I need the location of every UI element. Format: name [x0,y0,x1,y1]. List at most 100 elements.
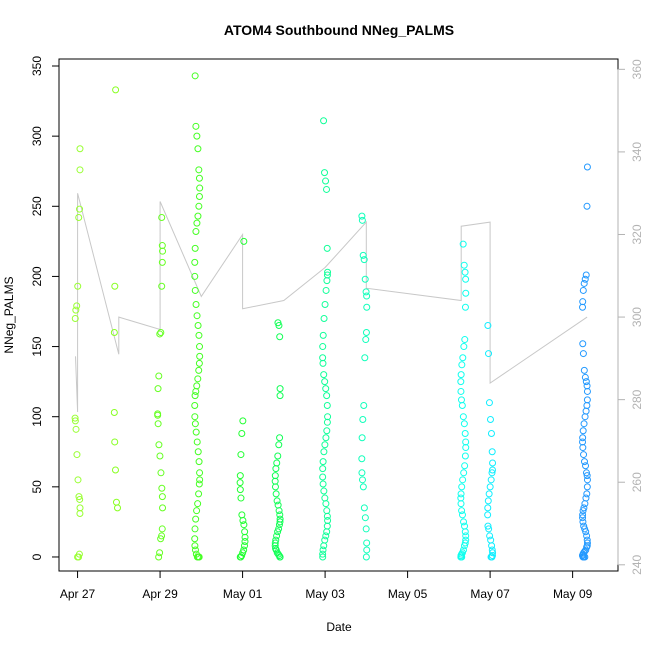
data-point [276,392,284,400]
data-point [276,333,284,341]
data-point [193,132,201,140]
data-point [72,306,80,314]
data-point [583,396,591,404]
data-point [461,528,469,536]
data-point [193,382,201,390]
data-point [111,438,119,446]
data-point [362,329,370,337]
data-point [460,343,468,351]
data-point [274,501,282,509]
data-point [462,536,470,544]
data-point [274,550,282,558]
data-point [274,319,282,327]
data-point [273,532,281,540]
data-point [359,483,367,491]
x-axis-label: Date [326,620,352,634]
data-point [71,315,79,323]
data-point [487,536,495,544]
data-point [462,444,470,452]
data-point [195,366,203,374]
data-point [461,522,469,530]
data-point [275,525,283,533]
y-tick-label: 250 [30,196,44,216]
data-point [486,483,494,491]
data-point [276,385,284,393]
data-point [363,292,371,300]
data-point [236,479,244,487]
y-axis: 0 50 100 150 200 250 300 350 [30,56,60,560]
data-point [489,549,497,557]
data-point [159,504,167,512]
data-point [359,251,367,259]
data-point [241,538,249,546]
data-point [485,399,493,407]
data-point [323,401,331,409]
data-point [319,465,327,473]
data-point [110,329,118,337]
data-point [158,214,166,222]
data-point [71,417,79,425]
data-point [484,497,492,505]
data-point [194,322,202,330]
data-point [274,452,282,460]
data-point [487,430,495,438]
data-point [194,145,202,153]
data-point [320,542,328,550]
data-point [271,472,279,480]
data-point [76,166,84,174]
data-point [360,256,368,264]
data-point [158,532,166,540]
data-point [323,528,331,536]
data-point [154,410,162,418]
data-point [581,275,589,283]
data-point [272,536,280,544]
data-point [583,401,591,409]
data-point [74,282,82,290]
data-point [192,122,200,130]
data-point [360,401,368,409]
data-point [583,202,591,210]
y-tick-label: 50 [30,480,44,494]
right-y-tick-label: 360 [630,59,644,79]
data-point [486,416,494,423]
data-point [323,185,331,193]
data-point [75,553,83,561]
data-point [271,539,279,547]
data-point [580,279,588,287]
x-tick-label: May 05 [388,587,428,601]
data-point [360,504,368,512]
data-point [579,286,587,294]
data-point [194,375,202,383]
data-point [192,550,200,558]
data-point [363,539,371,547]
data-point [462,438,470,446]
data-point [462,532,470,540]
data-point [459,476,467,484]
data-point [191,535,199,543]
data-point [195,202,203,210]
data-point [275,507,283,515]
data-point [323,522,331,530]
data-point [321,536,329,544]
data-point [579,340,587,348]
data-point [272,465,280,473]
data-point [75,214,83,222]
data-point [358,216,366,224]
data-point [322,434,330,442]
data-point [195,458,203,466]
data-point [319,359,327,367]
data-point [76,504,84,512]
overlay-line-group [75,193,588,413]
data-point [158,484,166,492]
data-point [196,184,204,192]
data-point [276,518,284,526]
data-point [579,514,587,522]
y-axis-label: NNeg_PALMS [2,276,16,353]
data-point [194,448,202,456]
data-point [73,451,81,459]
data-point [358,455,366,463]
data-point [457,494,465,502]
data-point [319,480,327,488]
x-tick-label: May 01 [223,587,263,601]
data-point [191,72,199,80]
